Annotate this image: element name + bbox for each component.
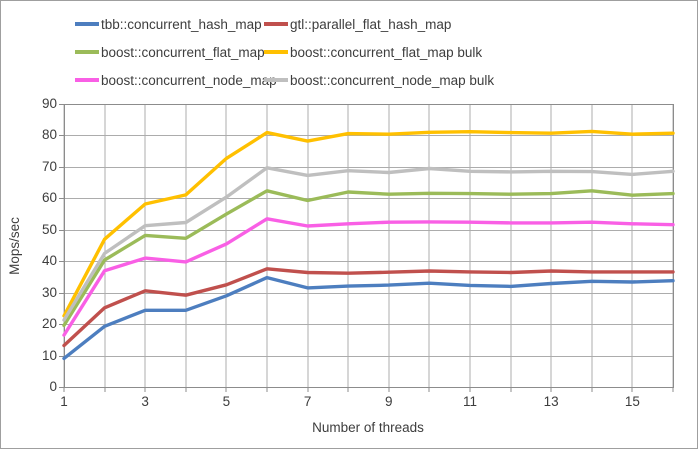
legend-line-swatch (75, 50, 99, 54)
y-tick-label: 70 (41, 158, 57, 174)
x-tick-label: 13 (543, 394, 559, 409)
x-tick-label: 15 (624, 394, 640, 409)
y-tick-label: 50 (41, 221, 57, 237)
y-tick-label: 10 (41, 347, 57, 363)
legend-line-swatch (75, 78, 99, 82)
x-tick-label: 11 (462, 394, 478, 409)
plot-border (64, 104, 674, 388)
series-line-tbb-concurrent-hash-map (62, 275, 675, 361)
legend-label: tbb::concurrent_hash_map (101, 16, 262, 32)
legend-item: boost::concurrent_flat_map (75, 43, 265, 61)
legend-item: tbb::concurrent_hash_map (75, 15, 262, 33)
legend-item: gtl::parallel_flat_hash_map (264, 15, 451, 33)
y-tick-label: 30 (41, 284, 57, 300)
y-tick-label: 90 (41, 96, 57, 111)
x-tick-label: 5 (222, 394, 231, 409)
y-tick-label: 60 (41, 190, 57, 206)
x-tick-label: 9 (385, 394, 393, 409)
legend-item: boost::concurrent_flat_map bulk (264, 43, 482, 61)
y-tick-label: 20 (41, 316, 57, 332)
series-line-boost-concurrent-node-map-bulk (62, 166, 675, 322)
legend-item: boost::concurrent_node_map (75, 71, 277, 89)
legend-label: boost::concurrent_node_map (101, 72, 277, 88)
legend-label: boost::concurrent_node_map bulk (290, 72, 495, 88)
y-tick-label: 40 (41, 253, 57, 269)
series-line-gtl-parallel-flat-hash-map (62, 267, 675, 348)
legend-label: boost::concurrent_flat_map (101, 44, 265, 60)
x-tick-label: 7 (303, 394, 312, 409)
legend-item: boost::concurrent_node_map bulk (264, 71, 494, 89)
y-tick-label: 0 (49, 379, 57, 394)
x-axis-title: Number of threads (312, 420, 424, 435)
legend-line-swatch (264, 78, 288, 82)
legend-line-swatch (75, 22, 99, 26)
series-line-boost-concurrent-node-map (62, 217, 675, 337)
legend-line-swatch (264, 22, 288, 26)
series-line-boost-concurrent-flat-map-bulk (62, 129, 675, 318)
x-tick-label: 1 (60, 394, 68, 409)
x-tick-label: 3 (141, 394, 149, 409)
legend-line-swatch (264, 50, 288, 54)
y-tick-label: 80 (41, 127, 57, 143)
series-line-boost-concurrent-flat-map (62, 189, 675, 328)
y-axis-title: Mops/sec (7, 217, 22, 275)
legend-label: gtl::parallel_flat_hash_map (290, 16, 452, 32)
legend-label: boost::concurrent_flat_map bulk (290, 44, 483, 60)
